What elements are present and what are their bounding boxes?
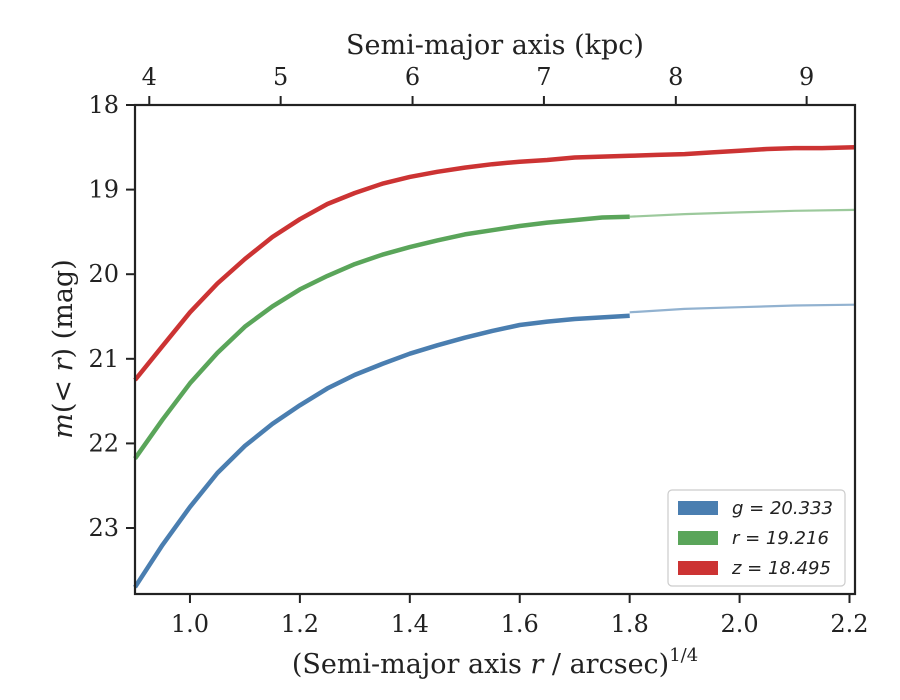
plot-frame [133,103,857,596]
ticks-layer: 1.0 1.2 1.4 1.6 1.8 2.0 2.2 18 19 20 21 22 23 4 5 6 7 8 9 [88,63,868,638]
legend-label-r: r = 19.216 [732,528,829,549]
x-tick-label: 2.0 [720,610,758,638]
top-x-tick-label: 4 [142,63,157,91]
legend-swatch-g [678,501,718,515]
x-tick-label: 1.0 [171,610,209,638]
top-x-tick-label: 7 [536,63,551,91]
x-tick-label: 1.2 [281,610,319,638]
y-tick-label: 22 [88,429,119,457]
x-tick-label: 1.4 [391,610,429,638]
lines-layer [133,145,856,589]
legend-label-z: z = 18.495 [731,558,831,579]
y-tick-label: 21 [88,345,119,373]
top-x-tick-label: 6 [405,63,420,91]
series-g-line [133,313,630,589]
legend-label-g: g = 20.333 [732,498,833,519]
top-x-tick-label: 5 [273,63,288,91]
y-tick-label: 18 [88,91,119,119]
top-x-tick-label: 8 [668,63,683,91]
series-z-line [133,145,856,382]
y-tick-label: 20 [88,260,119,288]
y-tick-label: 23 [88,514,119,542]
legend: g = 20.333 r = 19.216 z = 18.495 [667,489,846,587]
top-axis-title: Semi-major axis (kpc) [346,30,644,61]
series-g-extrapolation [629,303,856,314]
y-tick-label: 19 [88,176,119,204]
top-x-tick-label: 9 [799,63,814,91]
x-tick-label: 2.2 [830,610,868,638]
y-axis-title: m(< r) (mag) [48,259,79,438]
x-tick-label: 1.8 [611,610,649,638]
legend-swatch-r [678,531,718,545]
series-r-extrapolation [629,208,856,218]
x-axis-title: (Semi-major axis r / arcsec)1/4 [292,645,698,680]
legend-swatch-z [678,561,718,575]
series-r-line [133,214,630,460]
x-tick-label: 1.6 [501,610,539,638]
